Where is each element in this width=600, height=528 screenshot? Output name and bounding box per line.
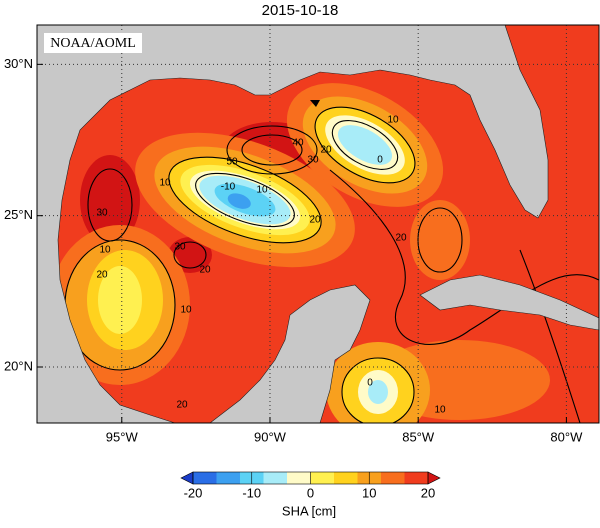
colorbar-band <box>334 472 358 484</box>
south-eddy <box>326 342 430 423</box>
contour-label: 40 <box>292 138 304 149</box>
y-tick-label: 30°N <box>4 56 33 71</box>
colorbar-band <box>310 472 335 484</box>
contour-label: 10 <box>159 178 171 189</box>
contour-label: 20 <box>395 233 407 244</box>
colorbar-label: SHA [cm] <box>282 503 336 518</box>
colorbar-band <box>287 472 311 484</box>
contour-label: 10 <box>180 305 192 316</box>
x-tick-label: 85°W <box>402 429 435 444</box>
frame <box>36 24 600 424</box>
central-eddy <box>135 132 355 268</box>
contour-label: 10 <box>99 245 111 256</box>
colorbar-band <box>404 472 429 484</box>
colorbar-extend <box>180 471 194 485</box>
colorbar-extend <box>427 471 441 485</box>
colorbar-tick-label: 20 <box>421 485 435 500</box>
contour-label: 10 <box>434 405 446 416</box>
contour-label: 30 <box>96 208 108 219</box>
x-tick-label: 90°W <box>254 429 287 444</box>
contour-label: 20 <box>199 265 211 276</box>
contour-label: 30 <box>174 242 186 253</box>
contour-label: 20 <box>96 270 108 281</box>
contour-label: 20 <box>309 215 321 226</box>
anomaly <box>80 155 140 245</box>
anomaly <box>410 200 470 280</box>
title: 2015-10-18 <box>262 2 339 19</box>
colorbar-tick-label: -20 <box>184 485 203 500</box>
colorbar-band <box>263 472 288 484</box>
contour-label: 30 <box>307 155 319 166</box>
field: 10 0 -10 10 10 50 40 30 20 30 20 10 30 2… <box>37 25 599 423</box>
colorbar-tick-label: 10 <box>362 485 376 500</box>
contours <box>64 125 599 423</box>
contour-label: 10 <box>387 115 399 126</box>
y-tick-label: 20°N <box>4 358 33 373</box>
contour-label: 20 <box>320 145 332 156</box>
credit: NOAA/AOML <box>50 36 136 51</box>
contour-label: 10 <box>256 185 268 196</box>
contour-label: 20 <box>176 400 188 411</box>
axes: 95°W 90°W 85°W 80°W 30°N 25°N 20°N <box>4 56 583 445</box>
grid <box>37 25 599 423</box>
contour-label: 0 <box>377 155 383 166</box>
contour-label: 50 <box>226 157 238 168</box>
contour-label: -10 <box>221 182 236 193</box>
colorbar-band <box>381 472 405 484</box>
colorbar-tick-label: -10 <box>242 485 261 500</box>
colorbar-tick-label: 0 <box>307 485 314 500</box>
contour-labels: 10 0 -10 10 10 50 40 30 20 30 20 10 30 2… <box>96 115 446 416</box>
contour-label: 0 <box>367 378 373 389</box>
marker <box>310 100 320 107</box>
colorbar-band <box>216 472 241 484</box>
credit-box <box>44 33 142 53</box>
northeast-eddy <box>286 83 444 207</box>
colorbar: -20 -10 0 10 20 <box>180 471 441 500</box>
x-tick-label: 95°W <box>106 429 139 444</box>
x-tick-label: 80°W <box>550 429 583 444</box>
west-low <box>50 225 190 385</box>
land <box>37 25 599 423</box>
colorbar-band <box>193 472 217 484</box>
y-tick-label: 25°N <box>4 207 33 222</box>
